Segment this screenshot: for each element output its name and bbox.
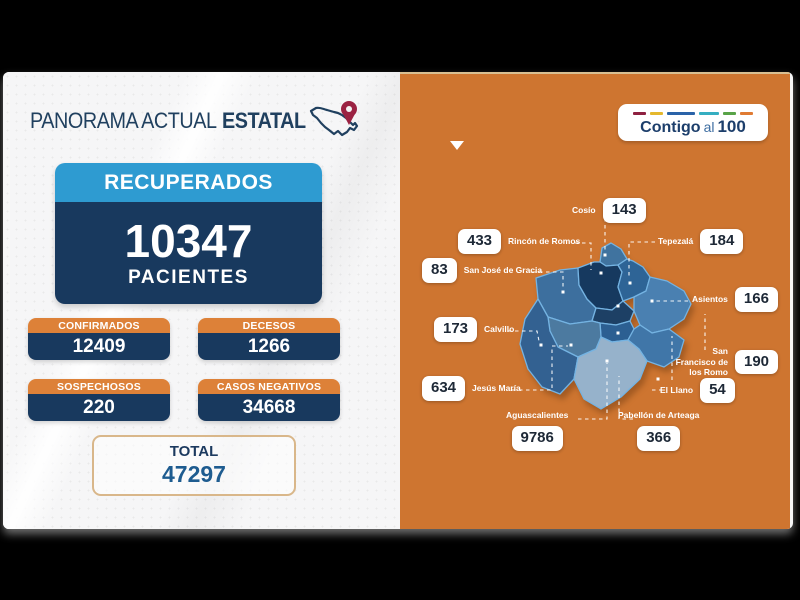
- stat-card-decesos: DECESOS 1266: [198, 318, 340, 360]
- stats-panel: PANORAMA ACTUAL ESTATAL RECUPERADOS 10347…: [3, 72, 400, 529]
- stat-label: SOSPECHOSOS: [28, 379, 170, 394]
- municipality-el-llano: El Llano 54: [660, 378, 735, 403]
- municipality-name: San José de Gracia: [463, 265, 543, 276]
- municipality-value-badge: 173: [434, 317, 478, 342]
- municipality-value-badge: 366: [637, 426, 681, 451]
- recovered-card: RECUPERADOS 10347 PACIENTES: [55, 163, 322, 304]
- total-value: 47297: [162, 460, 226, 487]
- municipality-value-badge: 83: [422, 258, 457, 283]
- stat-card-casos-negativos: CASOS NEGATIVOS 34668: [198, 379, 340, 421]
- municipality-cosio: Cosío 143: [572, 198, 646, 223]
- stat-value: 34668: [198, 394, 340, 421]
- stat-label: CONFIRMADOS: [28, 318, 170, 333]
- municipality-name: Cosío: [572, 205, 596, 216]
- municipality-jesus-maria: 634 Jesús María: [422, 376, 521, 401]
- recovered-value: 10347: [124, 214, 253, 267]
- recovered-card-header: RECUPERADOS: [55, 163, 322, 202]
- logo-word-al: al: [703, 118, 715, 135]
- municipality-value-badge: 166: [734, 287, 778, 312]
- municipality-aguascalientes: Aguascalientes 9786: [506, 410, 568, 451]
- municipality-pabellon-de-arteaga: Pabellón de Arteaga 366: [618, 410, 699, 451]
- dashboard: PANORAMA ACTUAL ESTATAL RECUPERADOS 10347…: [3, 72, 793, 529]
- total-label: TOTAL: [169, 443, 219, 461]
- municipality-name: Jesús María: [472, 383, 521, 394]
- stat-card-confirmados: CONFIRMADOS 12409: [28, 318, 170, 360]
- recovered-card-body: 10347 PACIENTES: [55, 202, 322, 304]
- municipality-value-badge: 433: [458, 229, 502, 254]
- municipality-asientos: Asientos 166: [692, 287, 778, 312]
- stat-value: 1266: [198, 333, 340, 360]
- municipality-name: Pabellón de Arteaga: [618, 410, 700, 420]
- stat-label: CASOS NEGATIVOS: [198, 379, 340, 394]
- stat-grid: CONFIRMADOS 12409 DECESOS 1266 SOSPECHOS…: [28, 318, 340, 421]
- total-card: TOTAL 47297: [92, 435, 296, 496]
- page-title-light: PANORAMA ACTUAL: [30, 108, 217, 133]
- municipality-value-badge: 9786: [511, 426, 563, 451]
- contigo-al-100-logo: Contigo al 100: [618, 104, 768, 141]
- stat-value: 220: [28, 394, 170, 421]
- municipality-name: Rincón de Romos: [508, 236, 581, 247]
- recovered-unit: PACIENTES: [128, 266, 249, 288]
- map-panel: Contigo al 100: [400, 72, 790, 529]
- logo-text: Contigo al 100: [640, 118, 746, 136]
- municipality-name: Asientos: [692, 294, 728, 305]
- mexico-map-pin-icon: [309, 99, 363, 148]
- logo-word-contigo: Contigo: [640, 118, 701, 136]
- municipality-name: Tepezalá: [658, 236, 694, 247]
- stat-value: 12409: [28, 333, 170, 360]
- municipality-name: Aguascalientes: [506, 410, 569, 420]
- municipality-name: San Francisco de los Romo: [675, 346, 728, 378]
- logo-color-dashes: [633, 111, 753, 115]
- municipality-value-badge: 184: [700, 229, 744, 254]
- page-title: PANORAMA ACTUAL ESTATAL: [30, 108, 306, 134]
- logo-bubble-tail: [450, 141, 464, 150]
- municipality-name: Calvillo: [484, 324, 515, 335]
- stat-card-sospechosos: SOSPECHOSOS 220: [28, 379, 170, 421]
- municipality-value-badge: 143: [602, 198, 646, 223]
- municipality-value-badge: 54: [700, 378, 735, 403]
- municipality-name: El Llano: [660, 385, 694, 396]
- municipality-san-jose-de-gracia: 83 San José de Gracia: [422, 258, 542, 283]
- municipality-rincon-de-romos: 433 Rincón de Romos: [458, 229, 580, 254]
- municipality-value-badge: 634: [422, 376, 466, 401]
- municipality-value-badge: 190: [735, 349, 779, 375]
- stat-label: DECESOS: [198, 318, 340, 333]
- logo-number-100: 100: [717, 116, 746, 136]
- municipality-calvillo: 173 Calvillo: [434, 317, 514, 342]
- municipality-san-francisco-de-los-romo: San Francisco de los Romo 190: [672, 346, 779, 378]
- municipality-tepezala: Tepezalá 184: [658, 229, 744, 254]
- page-title-bold: ESTATAL: [221, 108, 306, 133]
